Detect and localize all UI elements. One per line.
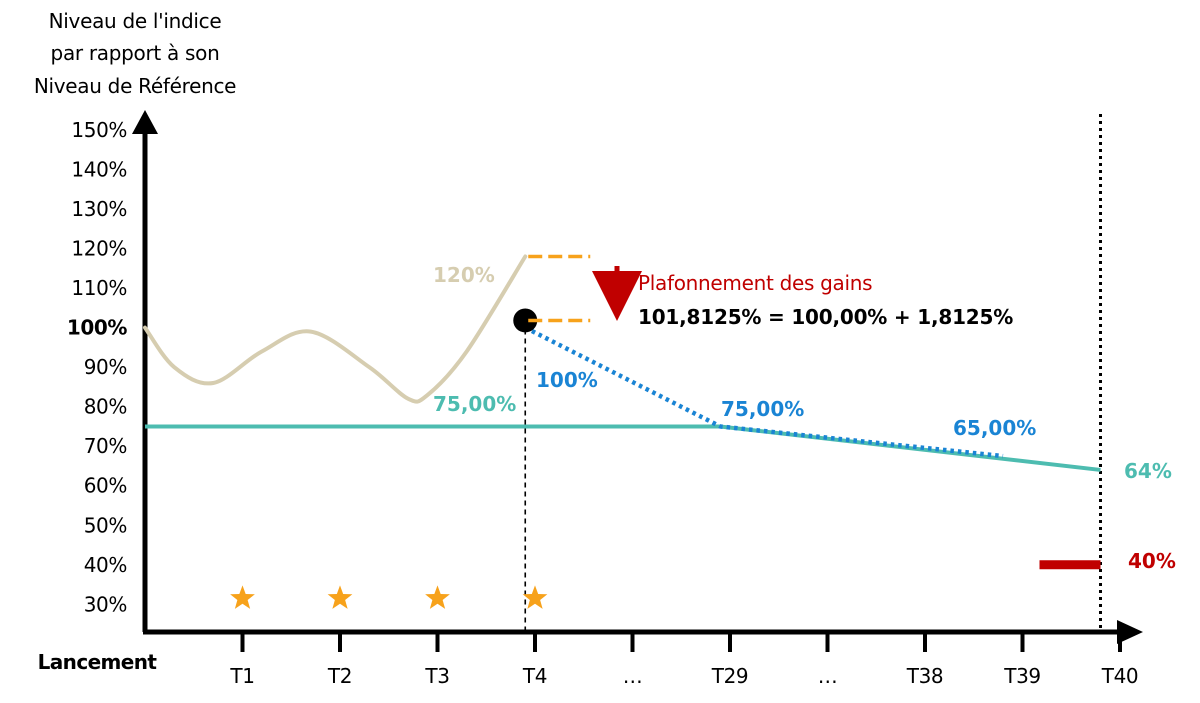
barrier-start-label: 75,00% <box>433 392 516 416</box>
y-tick-label: 150% <box>71 118 127 142</box>
y-tick-label: 120% <box>71 237 127 261</box>
capped-level-dot <box>513 308 538 333</box>
markers <box>230 254 1101 609</box>
y-tick-label: 50% <box>84 513 127 537</box>
barrier-end-label: 64% <box>1124 459 1172 483</box>
x-axis-arrowhead <box>1117 620 1143 644</box>
index-peak-label: 120% <box>433 263 495 287</box>
y-tick-label: 90% <box>84 355 127 379</box>
observation-star-marker <box>425 585 450 609</box>
step-down-trigger-line <box>524 325 1004 459</box>
x-axis-origin-label: Lancement <box>38 650 158 674</box>
y-tick-label: 70% <box>84 434 127 458</box>
y-axis-label: Niveau de l'indice par rapport à son Niv… <box>34 9 237 98</box>
y-tick-label: 100% <box>67 316 128 340</box>
index-level-line <box>143 254 528 404</box>
y-axis-arrowhead <box>132 110 158 134</box>
cap-title: Plafonnement des gains <box>638 271 872 295</box>
x-tick-label: T2 <box>327 664 352 688</box>
capital-barrier-label: 40% <box>1128 549 1176 573</box>
y-axis-label-line-3: Niveau de Référence <box>34 74 236 98</box>
y-tick-label: 40% <box>84 553 127 577</box>
y-tick-label: 60% <box>84 474 127 498</box>
x-tick-label: … <box>818 664 838 688</box>
x-tick-label: T1 <box>229 664 254 688</box>
x-tick-label: T39 <box>1003 664 1040 688</box>
y-tick-label: 80% <box>84 395 127 419</box>
stepdown-t29-label: 75,00% <box>721 397 804 421</box>
y-tick-label: 130% <box>71 197 127 221</box>
x-tick-label: T3 <box>424 664 449 688</box>
observation-star-marker <box>327 585 353 609</box>
y-axis-label-line-1: Niveau de l'indice <box>49 9 222 33</box>
cap-formula: 101,8125% = 100,00% + 1,8125% <box>638 305 1013 329</box>
x-tick-label: T4 <box>522 664 547 688</box>
stepdown-t39-label: 65,00% <box>953 416 1036 440</box>
y-axis-label-line-2: par rapport à son <box>51 41 220 65</box>
y-tick-label: 140% <box>71 158 127 182</box>
y-tick-label: 30% <box>84 592 127 616</box>
x-tick-label: T38 <box>906 664 943 688</box>
x-tick-label: … <box>623 664 643 688</box>
stepdown-start-label: 100% <box>536 368 598 392</box>
x-tick-label: T40 <box>1101 664 1138 688</box>
observation-star-marker <box>230 585 255 609</box>
y-tick-label: 110% <box>71 276 127 300</box>
x-ticks: T1 T2 T3 T4 … T29 … T38 T39 T40 <box>229 632 1139 688</box>
x-tick-label: T29 <box>711 664 748 688</box>
observation-star-marker <box>522 585 548 609</box>
y-ticks: 150% 140% 130% 120% 110% 100% 90% 80% 70% 60% 50% 4… <box>67 118 128 616</box>
